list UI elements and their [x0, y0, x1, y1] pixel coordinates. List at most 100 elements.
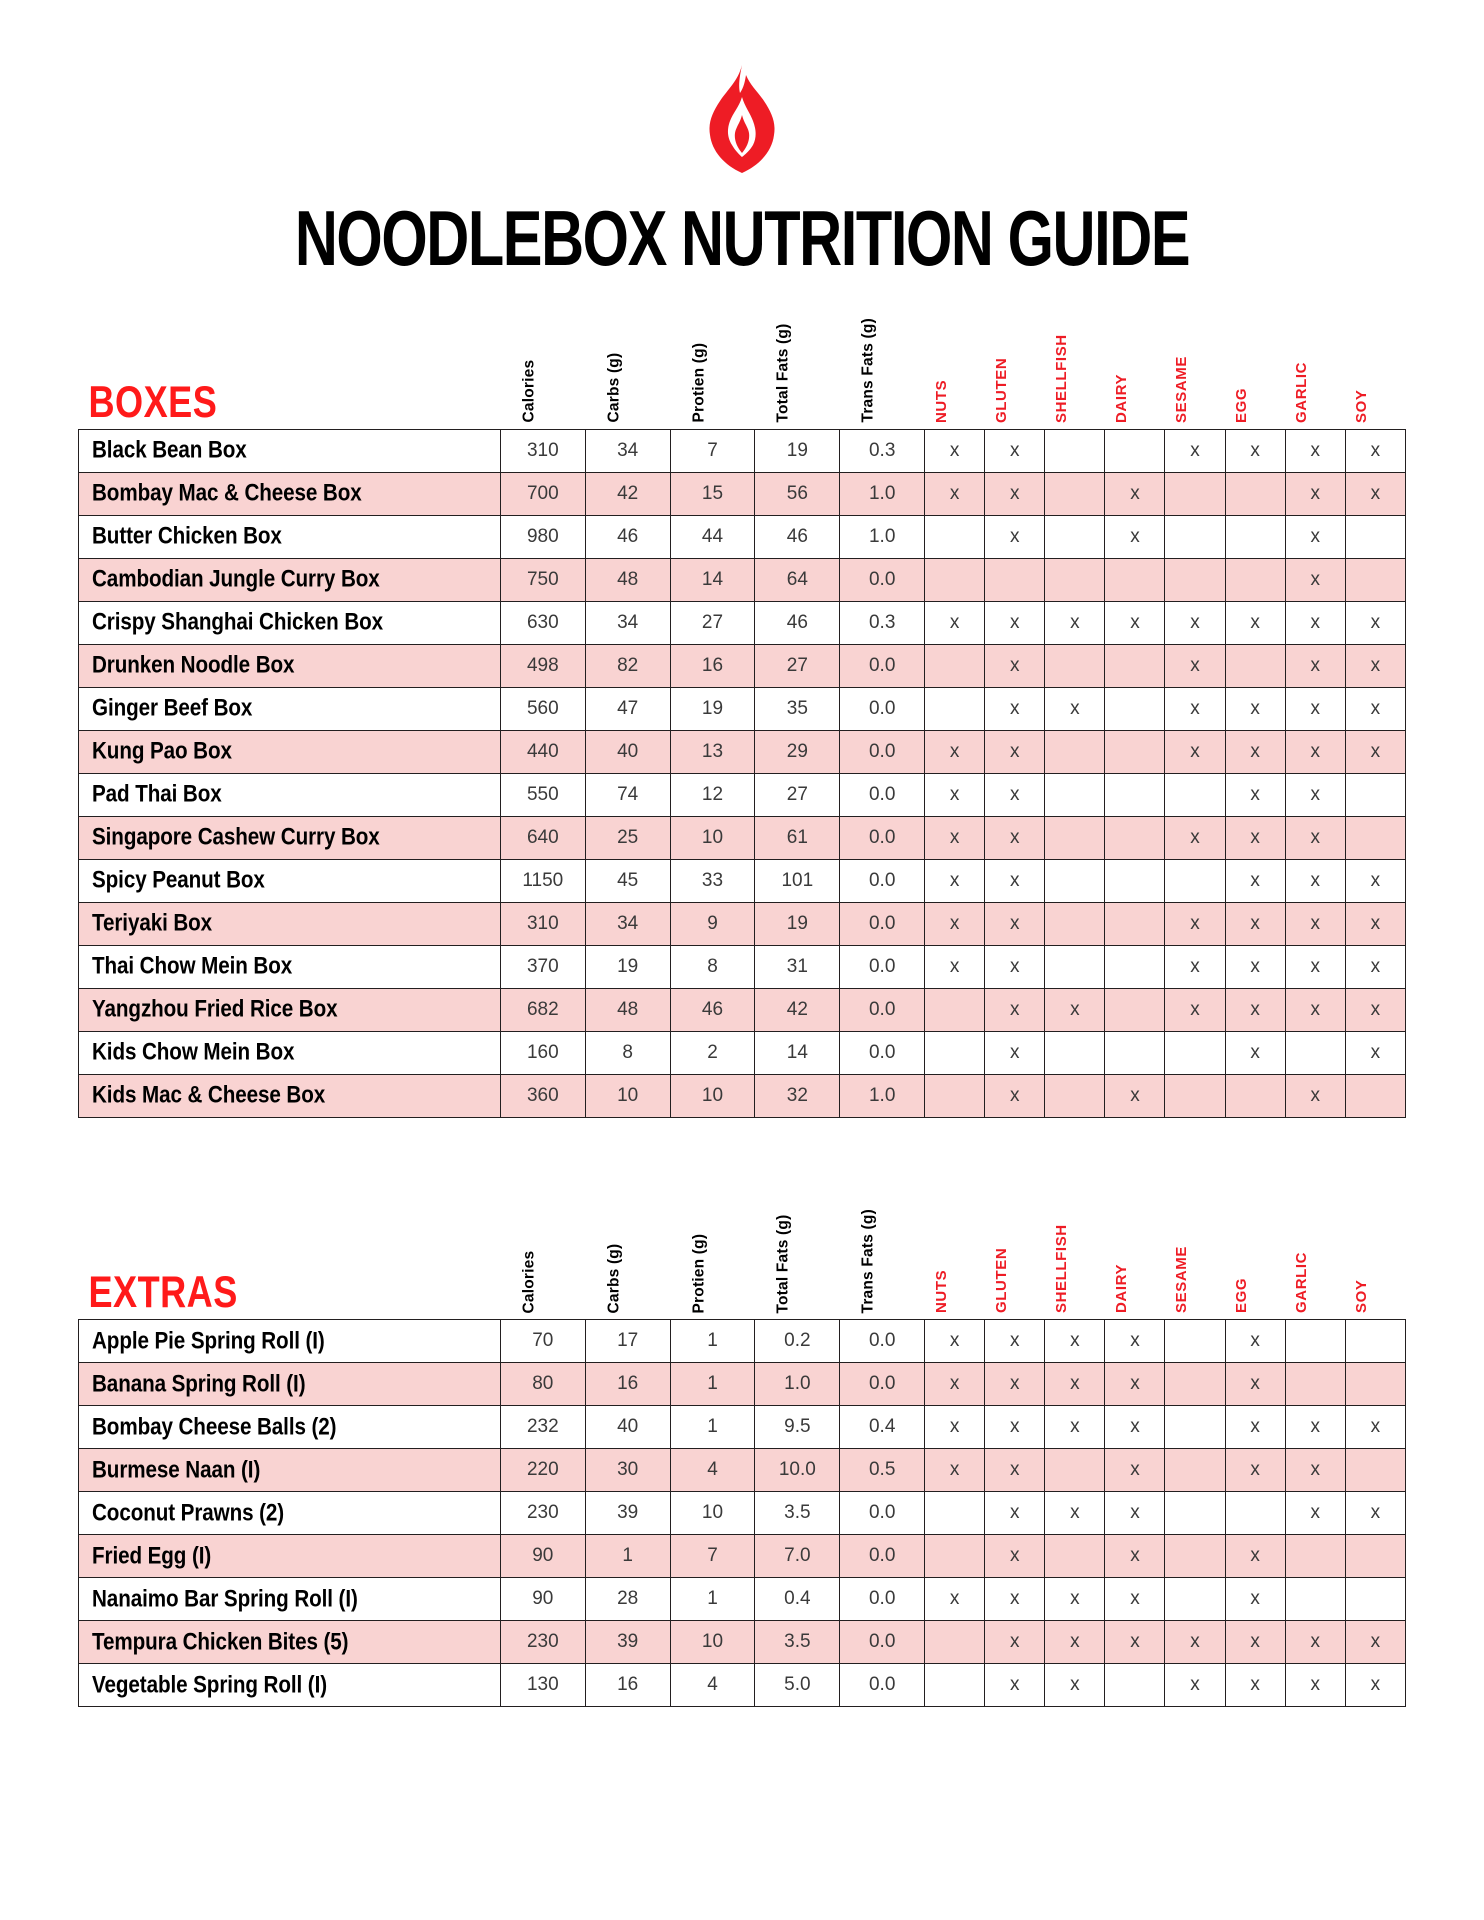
cell-total-fats: 35: [754, 686, 841, 731]
section-boxes: BOXES Calories Carbs (g) Protien (g) Tot…: [78, 301, 1407, 1118]
table-row: Kung Pao Box 440 40 13 29 0.0 x x x x x x: [78, 729, 1407, 774]
cell-allergen-egg: x: [1224, 901, 1286, 946]
cell-allergen-soy: x: [1344, 1491, 1407, 1535]
cell-allergen-sesame: [1164, 1577, 1226, 1621]
table-row: Yangzhou Fried Rice Box 682 48 46 42 0.0 x x x x x…: [78, 987, 1407, 1032]
table-row: Spicy Peanut Box 1150 45 33 101 0.0 x x x x x: [78, 858, 1407, 903]
cell-protein: 10: [669, 1620, 756, 1664]
cell-allergen-gluten: x: [984, 471, 1046, 516]
column-header-carbs: Carbs (g): [605, 352, 623, 423]
masthead: NOODLEBOX NUTRITION GUIDE: [78, 0, 1406, 282]
cell-allergen-gluten: x: [984, 600, 1046, 645]
cell-protein: 13: [669, 729, 756, 774]
table-row: Tempura Chicken Bites (5) 230 39 10 3.5 0.0 x x…: [78, 1620, 1407, 1664]
cell-allergen-soy: x: [1344, 858, 1407, 903]
cell-allergen-sesame: [1164, 1030, 1226, 1075]
item-name: Fried Egg (I): [78, 1534, 501, 1578]
section-title-extras: EXTRAS: [88, 1268, 238, 1318]
cell-calories: 220: [499, 1448, 586, 1492]
cell-calories: 700: [499, 471, 586, 516]
cell-allergen-dairy: [1104, 1663, 1166, 1707]
cell-allergen-dairy: x: [1104, 1577, 1166, 1621]
cell-protein: 4: [669, 1448, 756, 1492]
cell-carbs: 48: [584, 987, 671, 1032]
cell-allergen-garlic: x: [1284, 514, 1346, 559]
column-header-calories: Calories: [520, 359, 538, 423]
column-header-trans-fats: Trans Fats (g): [859, 318, 877, 423]
cell-allergen-garlic: x: [1284, 686, 1346, 731]
cell-total-fats: 5.0: [754, 1663, 841, 1707]
cell-total-fats: 14: [754, 1030, 841, 1075]
cell-allergen-dairy: [1104, 858, 1166, 903]
cell-allergen-sesame: [1164, 1073, 1226, 1118]
cell-allergen-garlic: x: [1284, 1448, 1346, 1492]
cell-allergen-soy: x: [1344, 1620, 1407, 1664]
cell-total-fats: 42: [754, 987, 841, 1032]
cell-allergen-sesame: [1164, 1319, 1226, 1363]
cell-allergen-shellfish: x: [1044, 686, 1106, 731]
cell-allergen-egg: x: [1224, 858, 1286, 903]
cell-total-fats: 1.0: [754, 1362, 841, 1406]
cell-allergen-gluten: x: [984, 1491, 1046, 1535]
item-name: Cambodian Jungle Curry Box: [78, 557, 501, 602]
cell-allergen-nuts: x: [924, 944, 986, 989]
cell-allergen-soy: x: [1344, 471, 1407, 516]
cell-allergen-gluten: x: [984, 901, 1046, 946]
cell-allergen-dairy: [1104, 729, 1166, 774]
cell-trans-fats: 0.0: [839, 1362, 926, 1406]
table-row: Burmese Naan (I) 220 30 4 10.0 0.5 x x x x x: [78, 1448, 1407, 1492]
cell-carbs: 1: [584, 1534, 671, 1578]
cell-allergen-egg: [1224, 557, 1286, 602]
cell-allergen-shellfish: [1044, 858, 1106, 903]
cell-allergen-garlic: [1284, 1362, 1346, 1406]
cell-allergen-egg: [1224, 514, 1286, 559]
cell-allergen-dairy: [1104, 815, 1166, 860]
table-row: Butter Chicken Box 980 46 44 46 1.0 x x x: [78, 514, 1407, 559]
cell-protein: 9: [669, 901, 756, 946]
cell-allergen-nuts: x: [924, 1362, 986, 1406]
cell-carbs: 45: [584, 858, 671, 903]
cell-allergen-soy: x: [1344, 1030, 1407, 1075]
cell-protein: 16: [669, 643, 756, 688]
cell-allergen-nuts: x: [924, 772, 986, 817]
column-header-soy: SOY: [1353, 1279, 1371, 1313]
cell-protein: 7: [669, 428, 756, 473]
cell-allergen-gluten: x: [984, 1362, 1046, 1406]
cell-carbs: 47: [584, 686, 671, 731]
item-name: Pad Thai Box: [78, 772, 501, 817]
cell-allergen-shellfish: [1044, 1073, 1106, 1118]
cell-carbs: 25: [584, 815, 671, 860]
cell-allergen-soy: x: [1344, 600, 1407, 645]
cell-calories: 370: [499, 944, 586, 989]
cell-allergen-sesame: x: [1164, 643, 1226, 688]
cell-allergen-egg: x: [1224, 428, 1286, 473]
cell-carbs: 34: [584, 901, 671, 946]
cell-trans-fats: 0.0: [839, 1577, 926, 1621]
cell-allergen-gluten: x: [984, 1448, 1046, 1492]
cell-allergen-sesame: x: [1164, 944, 1226, 989]
cell-allergen-egg: x: [1224, 1448, 1286, 1492]
column-header-egg: EGG: [1233, 1277, 1251, 1313]
cell-allergen-garlic: x: [1284, 987, 1346, 1032]
cell-allergen-egg: x: [1224, 1620, 1286, 1664]
cell-allergen-soy: [1344, 1534, 1407, 1578]
cell-trans-fats: 0.0: [839, 1534, 926, 1578]
cell-allergen-soy: x: [1344, 729, 1407, 774]
cell-allergen-gluten: x: [984, 815, 1046, 860]
cell-trans-fats: 0.0: [839, 901, 926, 946]
cell-calories: 630: [499, 600, 586, 645]
cell-carbs: 17: [584, 1319, 671, 1363]
cell-protein: 1: [669, 1577, 756, 1621]
cell-allergen-shellfish: x: [1044, 1319, 1106, 1363]
cell-allergen-nuts: x: [924, 858, 986, 903]
cell-carbs: 8: [584, 1030, 671, 1075]
cell-allergen-dairy: [1104, 772, 1166, 817]
item-name: Yangzhou Fried Rice Box: [78, 987, 501, 1032]
column-header-gluten: GLUTEN: [992, 357, 1010, 423]
cell-trans-fats: 0.0: [839, 815, 926, 860]
cell-protein: 44: [669, 514, 756, 559]
cell-allergen-dairy: x: [1104, 1620, 1166, 1664]
section-title-boxes: BOXES: [88, 377, 217, 428]
cell-total-fats: 101: [754, 858, 841, 903]
cell-total-fats: 31: [754, 944, 841, 989]
